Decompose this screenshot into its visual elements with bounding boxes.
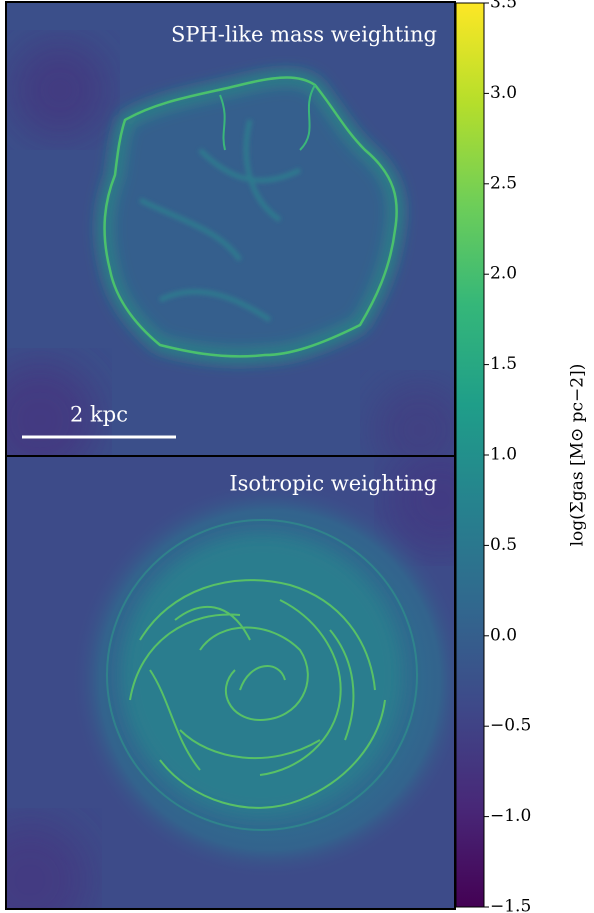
- colorbar-label: log(Σgas [M⊙ pc−2]): [568, 364, 588, 547]
- colorbar-tick-label: 3.0: [490, 83, 517, 103]
- panel-title: SPH-like mass weighting: [171, 23, 437, 47]
- colorbar-scale: [455, 2, 485, 908]
- scale-bar-label: 2 kpc: [70, 403, 128, 427]
- colorbar-tick-label: −1.5: [490, 897, 531, 913]
- colorbar-tick-label: −0.5: [490, 716, 531, 736]
- panel-title: Isotropic weighting: [229, 472, 437, 496]
- colorbar-tick-label: 3.5: [490, 0, 517, 13]
- top-panel-image: [6, 2, 455, 456]
- colorbar-tick-label: 1.5: [490, 354, 517, 374]
- colorbar-tick-label: 1.0: [490, 445, 517, 465]
- colorbar-tick-label: −1.0: [490, 806, 531, 826]
- colorbar-tick-label: 2.5: [490, 173, 517, 193]
- colorbar-tick-label: 2.0: [490, 264, 517, 284]
- bottom-panel-image: [6, 456, 455, 909]
- colorbar-tick-label: 0.5: [490, 535, 517, 555]
- colorbar-tick-label: 0.0: [490, 625, 517, 645]
- colorbar: −1.5 −1.0 −0.5 0.0 0.5 1.0 1.5 2.0 2.5 3.0 3.5: [455, 0, 531, 913]
